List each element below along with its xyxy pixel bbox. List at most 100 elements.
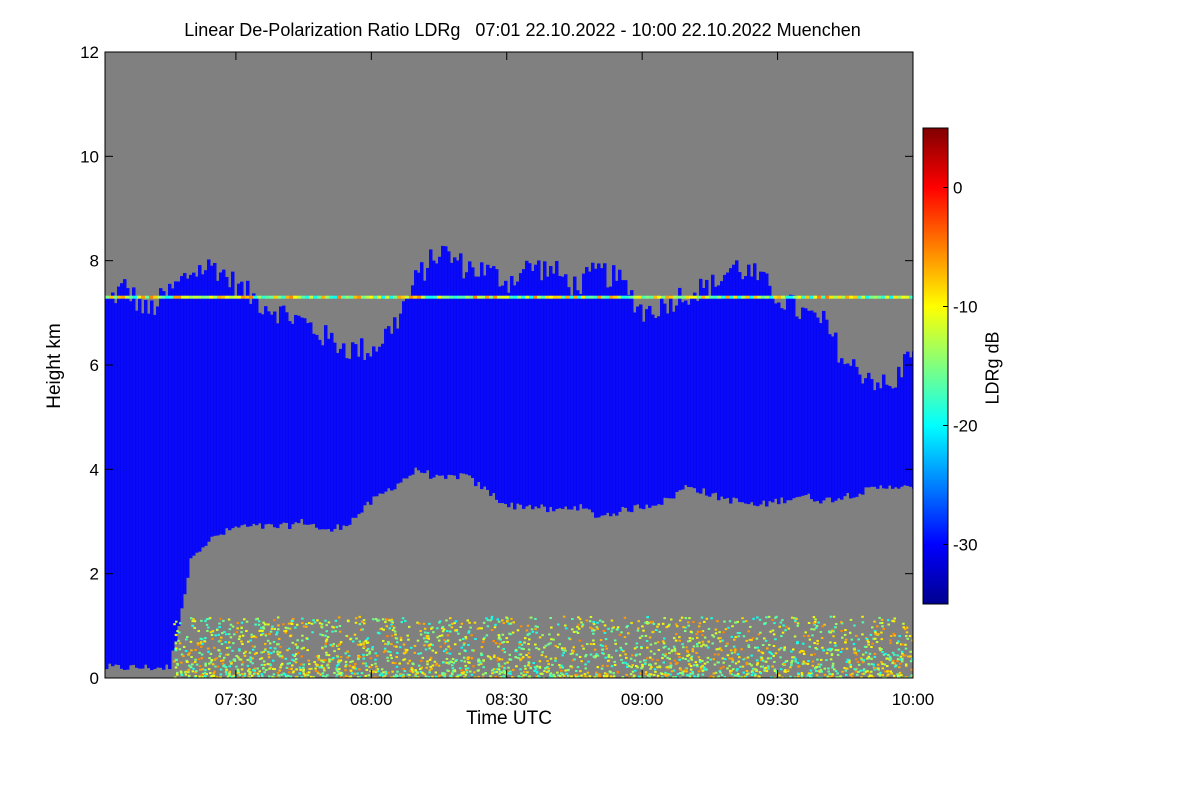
noise-pixel bbox=[299, 668, 302, 671]
cloud-strip bbox=[321, 345, 325, 530]
noise-pixel bbox=[764, 666, 767, 669]
noise-pixel bbox=[751, 671, 755, 674]
noise-pixel bbox=[669, 666, 673, 669]
cloud-strip bbox=[360, 338, 364, 513]
noise-pixel bbox=[747, 644, 750, 647]
noise-pixel bbox=[344, 674, 348, 677]
cloud-strip bbox=[852, 359, 856, 498]
noise-pixel bbox=[262, 650, 265, 653]
noise-pixel bbox=[732, 645, 736, 648]
noise-pixel bbox=[761, 643, 765, 646]
noise-pixel bbox=[735, 674, 739, 677]
noise-pixel bbox=[364, 674, 368, 677]
noise-pixel bbox=[503, 671, 507, 674]
noise-pixel bbox=[831, 629, 834, 632]
noise-pixel bbox=[595, 671, 598, 674]
noise-pixel bbox=[834, 623, 838, 626]
noise-pixel bbox=[400, 621, 404, 624]
noise-pixel bbox=[580, 674, 583, 677]
noise-pixel bbox=[407, 625, 411, 628]
artifact-line-segment bbox=[293, 295, 297, 299]
noise-pixel bbox=[277, 628, 280, 631]
noise-pixel bbox=[292, 670, 296, 673]
noise-pixel bbox=[416, 671, 419, 674]
noise-pixel bbox=[860, 676, 863, 678]
noise-pixel bbox=[701, 669, 704, 672]
noise-pixel bbox=[556, 671, 559, 674]
cloud-strip bbox=[687, 304, 691, 487]
noise-pixel bbox=[631, 664, 635, 667]
artifact-line-segment bbox=[345, 295, 349, 299]
noise-pixel bbox=[491, 669, 494, 672]
noise-pixel bbox=[339, 641, 343, 644]
noise-pixel bbox=[717, 637, 720, 640]
noise-pixel bbox=[289, 635, 292, 638]
noise-pixel bbox=[437, 676, 441, 678]
noise-pixel bbox=[424, 631, 427, 634]
noise-pixel bbox=[580, 660, 583, 663]
noise-pixel bbox=[295, 668, 298, 671]
noise-pixel bbox=[366, 637, 370, 640]
cloud-strip bbox=[843, 364, 847, 497]
noise-pixel bbox=[592, 639, 595, 642]
noise-pixel bbox=[283, 673, 287, 676]
noise-pixel bbox=[385, 618, 389, 621]
noise-pixel bbox=[346, 656, 349, 659]
cloud-strip bbox=[204, 270, 208, 546]
noise-pixel bbox=[747, 645, 751, 648]
noise-pixel bbox=[643, 676, 647, 678]
noise-pixel bbox=[472, 665, 475, 668]
noise-pixel bbox=[531, 630, 535, 633]
noise-pixel bbox=[263, 642, 267, 645]
noise-pixel bbox=[841, 670, 844, 673]
noise-pixel bbox=[368, 652, 371, 655]
noise-pixel bbox=[714, 671, 718, 674]
noise-pixel bbox=[286, 662, 290, 665]
noise-pixel bbox=[402, 668, 406, 671]
noise-pixel bbox=[808, 645, 812, 648]
noise-pixel bbox=[198, 651, 201, 654]
noise-pixel bbox=[269, 646, 272, 649]
noise-pixel bbox=[448, 624, 451, 627]
noise-pixel bbox=[873, 630, 877, 633]
noise-pixel bbox=[305, 622, 308, 625]
noise-pixel bbox=[773, 660, 776, 663]
noise-pixel bbox=[300, 655, 303, 658]
artifact-line-segment bbox=[845, 295, 849, 299]
noise-pixel bbox=[578, 618, 582, 621]
noise-pixel bbox=[237, 671, 240, 674]
artifact-line-segment bbox=[249, 295, 253, 299]
noise-pixel bbox=[737, 675, 741, 678]
noise-pixel bbox=[426, 660, 429, 663]
noise-pixel bbox=[759, 665, 763, 668]
noise-pixel bbox=[256, 672, 260, 675]
noise-pixel bbox=[649, 673, 652, 676]
noise-pixel bbox=[498, 636, 501, 639]
noise-pixel bbox=[717, 675, 720, 678]
noise-pixel bbox=[533, 669, 536, 672]
noise-pixel bbox=[339, 676, 343, 678]
noise-pixel bbox=[421, 656, 425, 659]
noise-pixel bbox=[897, 640, 900, 643]
noise-pixel bbox=[269, 630, 273, 633]
noise-pixel bbox=[302, 666, 305, 669]
noise-pixel bbox=[320, 659, 324, 662]
noise-pixel bbox=[287, 647, 291, 650]
noise-pixel bbox=[251, 657, 254, 660]
noise-pixel bbox=[274, 647, 277, 650]
noise-pixel bbox=[339, 671, 343, 674]
noise-pixel bbox=[257, 620, 261, 623]
cloud-strip bbox=[210, 265, 214, 537]
noise-pixel bbox=[664, 645, 667, 648]
noise-pixel bbox=[889, 639, 892, 642]
noise-pixel bbox=[497, 645, 500, 648]
noise-pixel bbox=[184, 670, 188, 673]
noise-pixel bbox=[884, 652, 887, 655]
noise-pixel bbox=[283, 629, 286, 632]
noise-pixel bbox=[657, 649, 661, 652]
noise-pixel bbox=[492, 655, 496, 658]
noise-pixel bbox=[426, 640, 429, 643]
noise-pixel bbox=[257, 623, 261, 626]
noise-pixel bbox=[420, 666, 423, 669]
noise-pixel bbox=[281, 656, 284, 659]
